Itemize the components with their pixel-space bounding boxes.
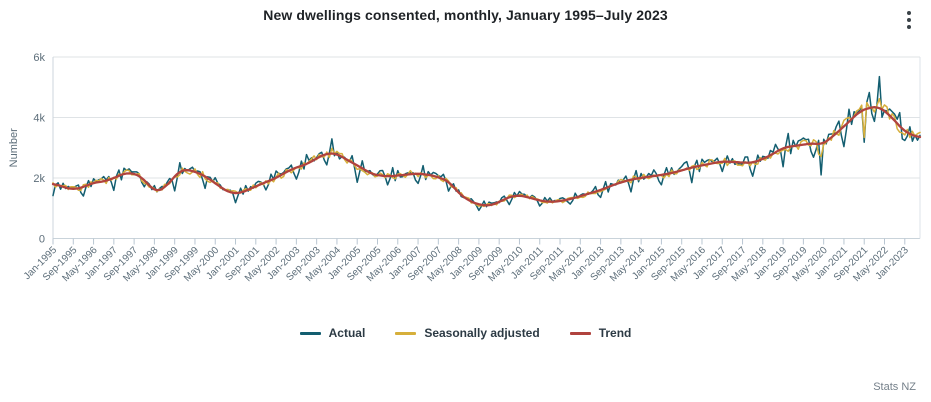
legend-swatch-actual — [299, 331, 321, 335]
legend-label-seasonally-adjusted: Seasonally adjusted — [424, 326, 540, 340]
y-axis-title: Number — [8, 128, 20, 167]
series-actual-line — [52, 75, 921, 212]
y-tick-label: 0 — [39, 234, 45, 246]
source-credit: Stats NZ — [873, 381, 916, 393]
legend-item-seasonally-adjusted[interactable]: Seasonally adjusted — [395, 326, 540, 340]
legend-swatch-trend — [569, 331, 591, 335]
legend-label-trend: Trend — [598, 326, 632, 340]
chart-svg[interactable]: 02k4k6kNumberJan-1995Sep-1995May-1996Jan… — [0, 32, 931, 322]
kebab-menu-icon[interactable] — [900, 8, 918, 32]
kebab-dot — [907, 25, 911, 29]
legend-item-actual[interactable]: Actual — [299, 326, 366, 340]
y-tick-label: 4k — [33, 113, 45, 125]
chart-title: New dwellings consented, monthly, Januar… — [263, 7, 668, 23]
series-trend-line — [51, 106, 922, 207]
y-tick-label: 6k — [33, 52, 45, 64]
legend-item-trend[interactable]: Trend — [569, 326, 632, 340]
legend-label-actual: Actual — [328, 326, 366, 340]
y-tick-label: 2k — [33, 173, 45, 185]
legend-swatch-seasonally-adjusted — [395, 331, 417, 335]
kebab-dot — [907, 18, 911, 22]
chart-legend: Actual Seasonally adjusted Trend — [0, 326, 931, 340]
kebab-dot — [907, 11, 911, 15]
